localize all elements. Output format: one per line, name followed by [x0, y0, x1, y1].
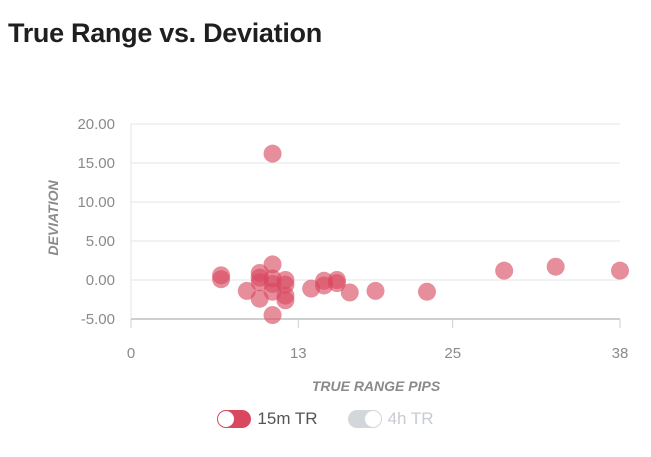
- x-tick-label: 25: [444, 345, 461, 362]
- legend-label: 15m TR: [257, 409, 318, 428]
- y-tick-label: 5.00: [86, 233, 115, 250]
- data-point[interactable]: [417, 282, 436, 301]
- data-point[interactable]: [276, 291, 295, 310]
- scatter-chart: 20.00 15.00 10.00 5.00 0.00 -5.00 0 13 25 38 DEV…: [45, 116, 629, 394]
- data-point[interactable]: [611, 261, 629, 280]
- data-point[interactable]: [263, 306, 282, 325]
- legend-item-4h-tr[interactable]: 4h TR: [347, 409, 434, 429]
- legend: 15m TR 4h TR: [0, 409, 651, 429]
- y-tick-label: 10.00: [77, 194, 115, 211]
- data-points: [212, 144, 629, 325]
- data-point[interactable]: [546, 257, 565, 276]
- data-point[interactable]: [340, 283, 359, 302]
- data-point[interactable]: [212, 270, 231, 289]
- legend-label: 4h TR: [387, 409, 434, 428]
- legend-item-15m-tr[interactable]: 15m TR: [217, 409, 318, 429]
- data-point[interactable]: [366, 281, 385, 300]
- x-tick-label: 13: [290, 345, 307, 362]
- toggle-icon[interactable]: [217, 410, 252, 428]
- x-axis-ticks: 0 13 25 38: [127, 345, 629, 362]
- x-tick-label: 38: [612, 345, 629, 362]
- chart-title: True Range vs. Deviation: [8, 18, 322, 48]
- y-tick-label: 20.00: [77, 116, 115, 133]
- y-tick-label: 15.00: [77, 155, 115, 172]
- y-axis-ticks: 20.00 15.00 10.00 5.00 0.00 -5.00: [77, 116, 115, 328]
- x-tick-label: 0: [127, 345, 135, 362]
- toggle-icon[interactable]: [347, 410, 382, 428]
- data-point[interactable]: [263, 255, 282, 274]
- data-point[interactable]: [495, 261, 514, 280]
- grid-lines: [130, 123, 621, 328]
- data-point[interactable]: [263, 144, 282, 163]
- y-tick-label: 0.00: [86, 272, 115, 289]
- y-tick-label: -5.00: [81, 311, 115, 328]
- data-point[interactable]: [327, 274, 346, 293]
- y-axis-label: DEVIATION: [45, 180, 61, 256]
- x-axis-label: TRUE RANGE PIPS: [312, 378, 441, 394]
